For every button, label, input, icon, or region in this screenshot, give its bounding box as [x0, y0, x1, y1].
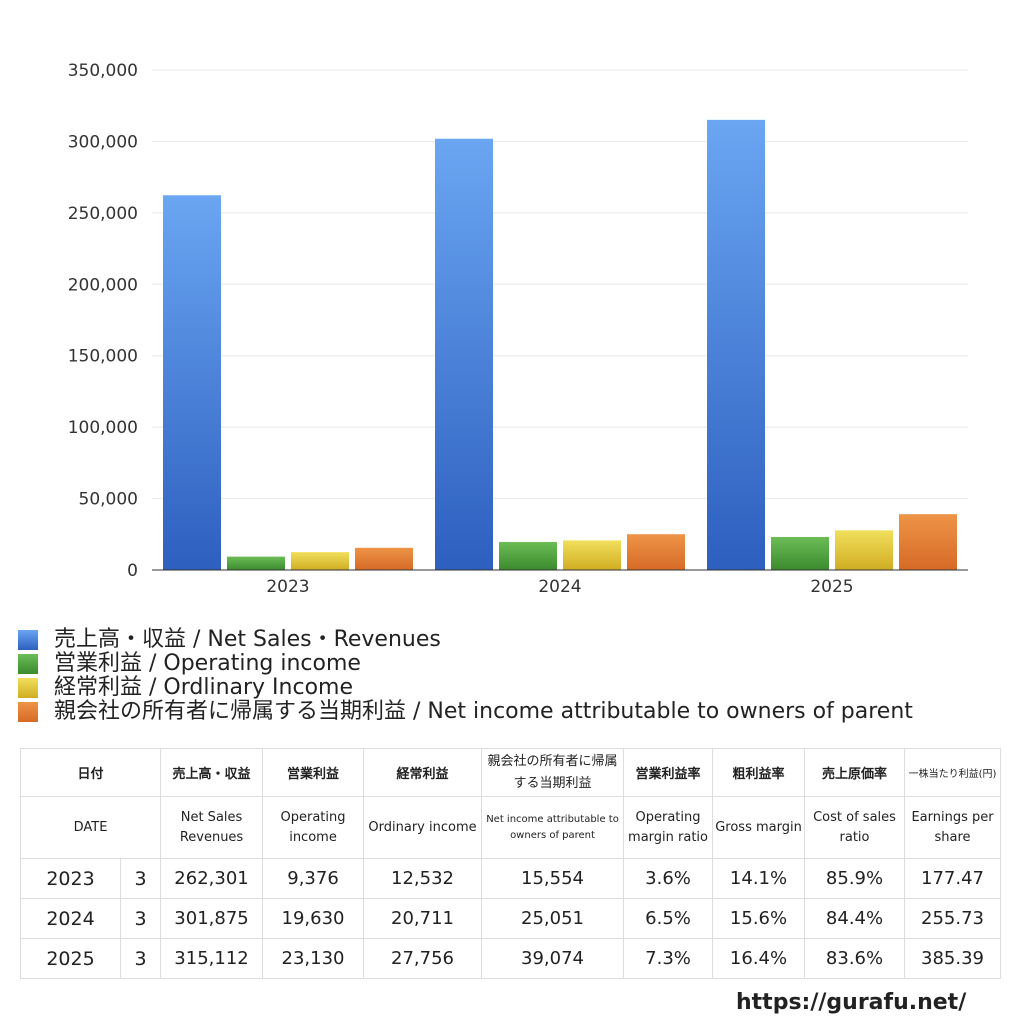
header-operating-margin-jp: 営業利益率 [623, 748, 714, 797]
header-date-en: DATE [19, 796, 162, 859]
legend-swatch-yellow [18, 678, 38, 698]
legend-swatch-blue [18, 630, 38, 650]
x-tick-label: 2025 [810, 577, 853, 597]
row-year: 2024 [20, 898, 121, 939]
cell-operating-margin: 7.3% [623, 938, 714, 979]
legend: 売上高・収益 / Net Sales・Revenues 営業利益 / Opera… [18, 628, 913, 724]
row-year: 2025 [20, 938, 121, 979]
cell-operating-margin: 6.5% [623, 898, 714, 939]
cell-ordinary-income: 12,532 [363, 858, 483, 899]
y-tick-label: 200,000 [68, 275, 138, 295]
legend-item-ordinary-income: 経常利益 / Ordlinary Income [18, 676, 913, 700]
cell-eps: 385.39 [904, 938, 1002, 979]
header-operating-income-en: Operating income [262, 796, 365, 859]
header-gross-margin-en: Gross margin [712, 796, 806, 859]
cell-eps: 255.73 [904, 898, 1002, 939]
y-tick-label: 250,000 [68, 204, 138, 224]
legend-label: 経常利益 / Ordlinary Income [54, 675, 353, 700]
header-cost-of-sales-en: Cost of sales ratio [804, 796, 906, 859]
row-month: 3 [119, 898, 162, 939]
y-axis-ticks: 0 50,000 100,000 150,000 200,000 250,000 300,0… [68, 61, 138, 581]
cell-ordinary-income: 20,711 [363, 898, 483, 939]
bar-2023-series-0 [163, 195, 221, 570]
bar-2024-series-3 [627, 534, 685, 570]
header-operating-margin-en: Operating margin ratio [623, 796, 714, 859]
table-row: 2025 3 315,112 23,130 27,756 39,074 7.3%… [20, 938, 1002, 979]
footer-url[interactable]: https://gurafu.net/ [736, 990, 967, 1015]
cell-cost-of-sales: 83.6% [804, 938, 906, 979]
header-ordinary-income-jp: 経常利益 [363, 748, 483, 797]
y-tick-label: 300,000 [68, 132, 138, 152]
y-tick-label: 150,000 [68, 347, 138, 367]
bar-chart: 0 50,000 100,000 150,000 200,000 250,000 300,0… [68, 61, 968, 597]
cell-cost-of-sales: 85.9% [804, 858, 906, 899]
bar-2024-series-0 [435, 138, 493, 570]
bar-2023-series-1 [227, 556, 285, 570]
legend-item-net-income: 親会社の所有者に帰属する当期利益 / Net income attributab… [18, 700, 913, 724]
x-axis-ticks: 2023 2024 2025 [266, 577, 853, 597]
row-month: 3 [119, 858, 162, 899]
bar-2025-series-1 [771, 536, 829, 570]
header-net-sales-jp: 売上高・収益 [160, 748, 264, 797]
legend-swatch-green [18, 654, 38, 674]
header-net-income-en: Net income attributable to owners of par… [481, 796, 625, 859]
bar-2024-series-1 [499, 541, 557, 570]
bar-2024-series-2 [563, 540, 621, 570]
x-tick-label: 2023 [266, 577, 309, 597]
header-eps-en: Earnings per share [904, 796, 1002, 859]
cell-operating-margin: 3.6% [623, 858, 714, 899]
cell-net-income: 25,051 [481, 898, 625, 939]
grid-lines [152, 69, 968, 500]
cell-net-income: 39,074 [481, 938, 625, 979]
header-net-sales-en: Net Sales Revenues [160, 796, 264, 859]
legend-label: 売上高・収益 / Net Sales・Revenues [54, 627, 441, 652]
x-tick-label: 2024 [538, 577, 581, 597]
header-eps-jp: 一株当たり利益(円) [904, 748, 1002, 797]
cell-net-sales: 301,875 [160, 898, 264, 939]
legend-item-operating-income: 営業利益 / Operating income [18, 652, 913, 676]
table-header-row-jp: 日付 売上高・収益 営業利益 経常利益 親会社の所有者に帰属する当期利益 営業利… [19, 748, 1002, 797]
bar-2025-series-3 [899, 514, 957, 570]
table-row: 2023 3 262,301 9,376 12,532 15,554 3.6% … [20, 858, 1002, 899]
header-net-income-jp: 親会社の所有者に帰属する当期利益 [481, 748, 625, 797]
cell-gross-margin: 16.4% [712, 938, 806, 979]
cell-net-sales: 315,112 [160, 938, 264, 979]
header-date-jp: 日付 [19, 748, 162, 797]
legend-item-net-sales: 売上高・収益 / Net Sales・Revenues [18, 628, 913, 652]
financial-table: 日付 売上高・収益 営業利益 経常利益 親会社の所有者に帰属する当期利益 営業利… [19, 748, 1002, 979]
header-operating-income-jp: 営業利益 [262, 748, 365, 797]
row-year: 2023 [20, 858, 121, 899]
cell-net-income: 15,554 [481, 858, 625, 899]
cell-cost-of-sales: 84.4% [804, 898, 906, 939]
cell-eps: 177.47 [904, 858, 1002, 899]
cell-operating-income: 9,376 [262, 858, 365, 899]
cell-net-sales: 262,301 [160, 858, 264, 899]
bar-2023-series-2 [291, 552, 349, 570]
legend-swatch-orange [18, 702, 38, 722]
legend-label: 親会社の所有者に帰属する当期利益 / Net income attributab… [54, 699, 913, 724]
table-header-row-en: DATE Net Sales Revenues Operating income… [19, 796, 1002, 859]
legend-label: 営業利益 / Operating income [54, 651, 361, 676]
cell-operating-income: 19,630 [262, 898, 365, 939]
header-cost-of-sales-jp: 売上原価率 [804, 748, 906, 797]
table-row: 2024 3 301,875 19,630 20,711 25,051 6.5%… [20, 898, 1002, 939]
cell-gross-margin: 15.6% [712, 898, 806, 939]
cell-gross-margin: 14.1% [712, 858, 806, 899]
header-gross-margin-jp: 粗利益率 [712, 748, 806, 797]
y-tick-label: 350,000 [68, 61, 138, 81]
row-month: 3 [119, 938, 162, 979]
cell-ordinary-income: 27,756 [363, 938, 483, 979]
y-tick-label: 100,000 [68, 418, 138, 438]
y-tick-label: 0 [127, 561, 138, 581]
bar-2023-series-3 [355, 547, 413, 570]
bar-2025-series-2 [835, 530, 893, 570]
cell-operating-income: 23,130 [262, 938, 365, 979]
bar-2025-series-0 [707, 119, 765, 570]
y-tick-label: 50,000 [79, 490, 138, 510]
bars [163, 119, 957, 570]
header-ordinary-income-en: Ordinary income [363, 796, 483, 859]
